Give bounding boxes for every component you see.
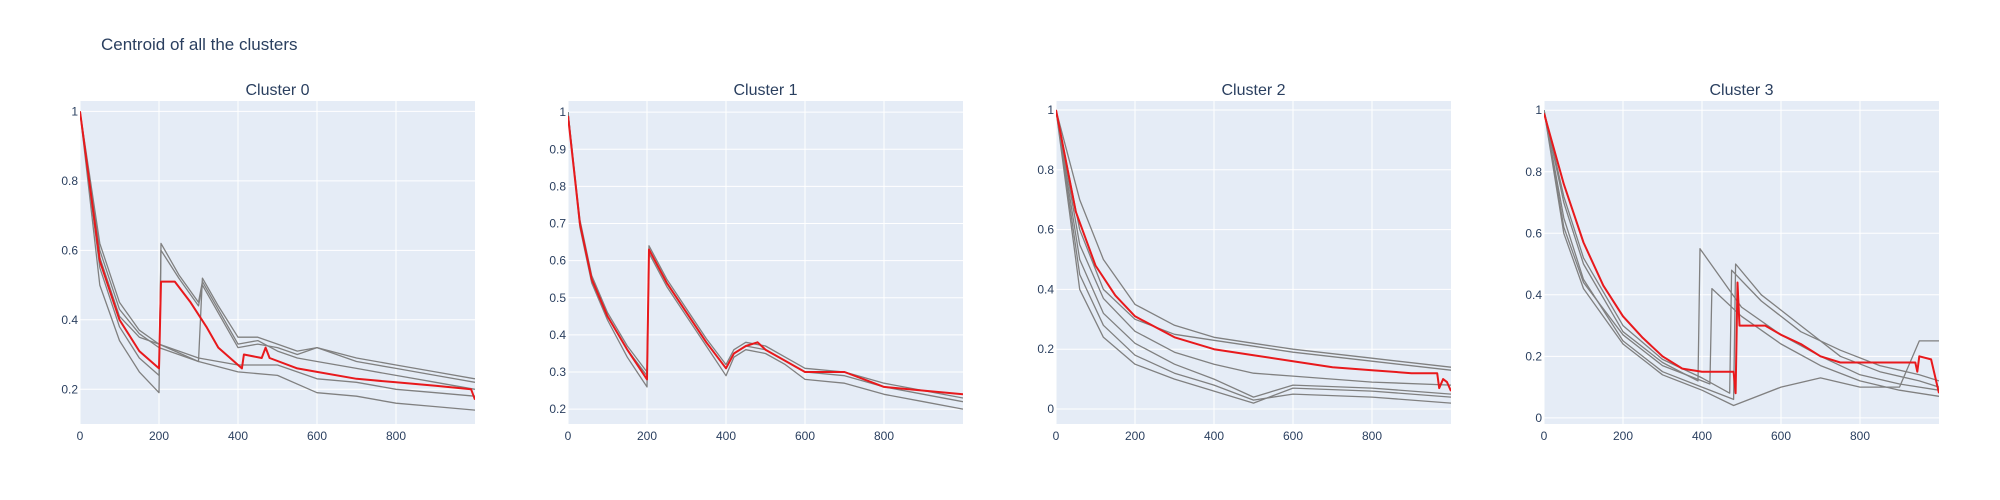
- member-series-line: [1544, 110, 1939, 401]
- x-tick-label: 200: [1125, 429, 1145, 443]
- centroid-line: [568, 115, 963, 396]
- y-tick-label: 0.7: [549, 217, 566, 231]
- y-tick-label: 1: [1535, 103, 1542, 117]
- y-tick-label: 0.4: [549, 328, 566, 342]
- member-series-line: [1544, 110, 1939, 397]
- figure-title: Centroid of all the clusters: [101, 35, 298, 54]
- y-tick-label: 0.6: [1525, 226, 1542, 240]
- y-tick-label: 0.6: [1037, 223, 1054, 237]
- subplot-grid: 0 200 400 600 800 0.2 0.4 0.6 0.8 1 Cluster 0 0 200 4…: [61, 82, 1939, 443]
- x-tick-label: 200: [637, 429, 657, 443]
- centroid-line: [1544, 113, 1939, 395]
- x-tick-label: 400: [716, 429, 736, 443]
- member-series-line: [1544, 110, 1939, 391]
- y-tick-label: 0.9: [549, 142, 566, 156]
- y-tick-label: 0: [1047, 402, 1054, 416]
- series-group: [1056, 109, 1451, 404]
- subplot-title: Cluster 1: [733, 82, 797, 99]
- member-series-line: [80, 111, 475, 380]
- member-series-line: [80, 111, 475, 394]
- x-tick-label: 0: [1541, 429, 1548, 443]
- member-series-line: [1056, 109, 1451, 404]
- y-tick-label: 0: [1535, 411, 1542, 425]
- y-tick-label: 0.6: [549, 254, 566, 268]
- member-series-line: [1056, 109, 1451, 368]
- subplot-3: 0 200 400 600 800 0 0.2 0.4 0.6 0.8 1 Cluster 3: [1525, 82, 1939, 443]
- x-tick-label: 400: [1204, 429, 1224, 443]
- y-tick-label: 0.4: [61, 313, 78, 327]
- subplot-title: Cluster 2: [1221, 82, 1285, 99]
- member-series-line: [1056, 109, 1451, 371]
- x-tick-label: 800: [874, 429, 894, 443]
- subplot-title: Cluster 3: [1709, 82, 1773, 99]
- x-tick-label: 600: [1771, 429, 1791, 443]
- y-tick-label: 0.2: [549, 402, 566, 416]
- y-tick-label: 0.2: [1037, 342, 1054, 356]
- member-series-line: [1056, 109, 1451, 398]
- plot-area: [568, 101, 963, 424]
- y-tick-label: 0.4: [1037, 282, 1054, 296]
- x-tick-label: 400: [228, 429, 248, 443]
- x-tick-label: 600: [795, 429, 815, 443]
- y-tick-label: 0.4: [1525, 288, 1542, 302]
- plot-area: [1544, 101, 1939, 424]
- centroid-line: [80, 111, 475, 401]
- plot-area: [1056, 101, 1451, 424]
- y-tick-label: 0.6: [61, 243, 78, 257]
- member-series-line: [1544, 110, 1939, 407]
- centroid-line: [1056, 109, 1451, 392]
- y-tick-label: 1: [559, 105, 566, 119]
- x-tick-label: 600: [1283, 429, 1303, 443]
- x-tick-label: 200: [1613, 429, 1633, 443]
- y-tick-label: 0.8: [61, 174, 78, 188]
- x-tick-label: 0: [565, 429, 572, 443]
- x-tick-label: 800: [1850, 429, 1870, 443]
- series-group: [1544, 110, 1939, 407]
- series-group: [80, 111, 475, 411]
- member-series-line: [568, 112, 963, 410]
- y-tick-label: 1: [71, 104, 78, 118]
- x-tick-label: 200: [149, 429, 169, 443]
- series-group: [568, 112, 963, 410]
- y-tick-label: 0.3: [549, 365, 566, 379]
- subplot-0: 0 200 400 600 800 0.2 0.4 0.6 0.8 1 Cluster 0: [61, 82, 475, 443]
- y-tick-label: 0.5: [549, 291, 566, 305]
- y-tick-label: 0.8: [1525, 165, 1542, 179]
- y-tick-label: 0.2: [61, 382, 78, 396]
- subplot-2: 0 200 400 600 800 0 0.2 0.4 0.6 0.8 1 Cluster 2: [1037, 82, 1451, 443]
- subplot-1: 0 200 400 600 800 0.2 0.3 0.4 0.5 0.6 0.7 0.8 0.9 1 Cl…: [549, 82, 963, 443]
- y-tick-label: 0.8: [1037, 163, 1054, 177]
- x-tick-label: 0: [77, 429, 84, 443]
- subplot-title: Cluster 0: [245, 82, 309, 99]
- y-tick-label: 0.8: [549, 179, 566, 193]
- x-tick-label: 600: [307, 429, 327, 443]
- member-series-line: [80, 111, 475, 411]
- x-tick-label: 800: [386, 429, 406, 443]
- member-series-line: [80, 111, 475, 383]
- member-series-line: [1056, 109, 1451, 386]
- x-tick-label: 400: [1692, 429, 1712, 443]
- y-tick-label: 0.2: [1525, 349, 1542, 363]
- x-tick-label: 0: [1053, 429, 1060, 443]
- y-tick-label: 1: [1047, 103, 1054, 117]
- x-tick-label: 800: [1362, 429, 1382, 443]
- member-series-line: [1056, 109, 1451, 404]
